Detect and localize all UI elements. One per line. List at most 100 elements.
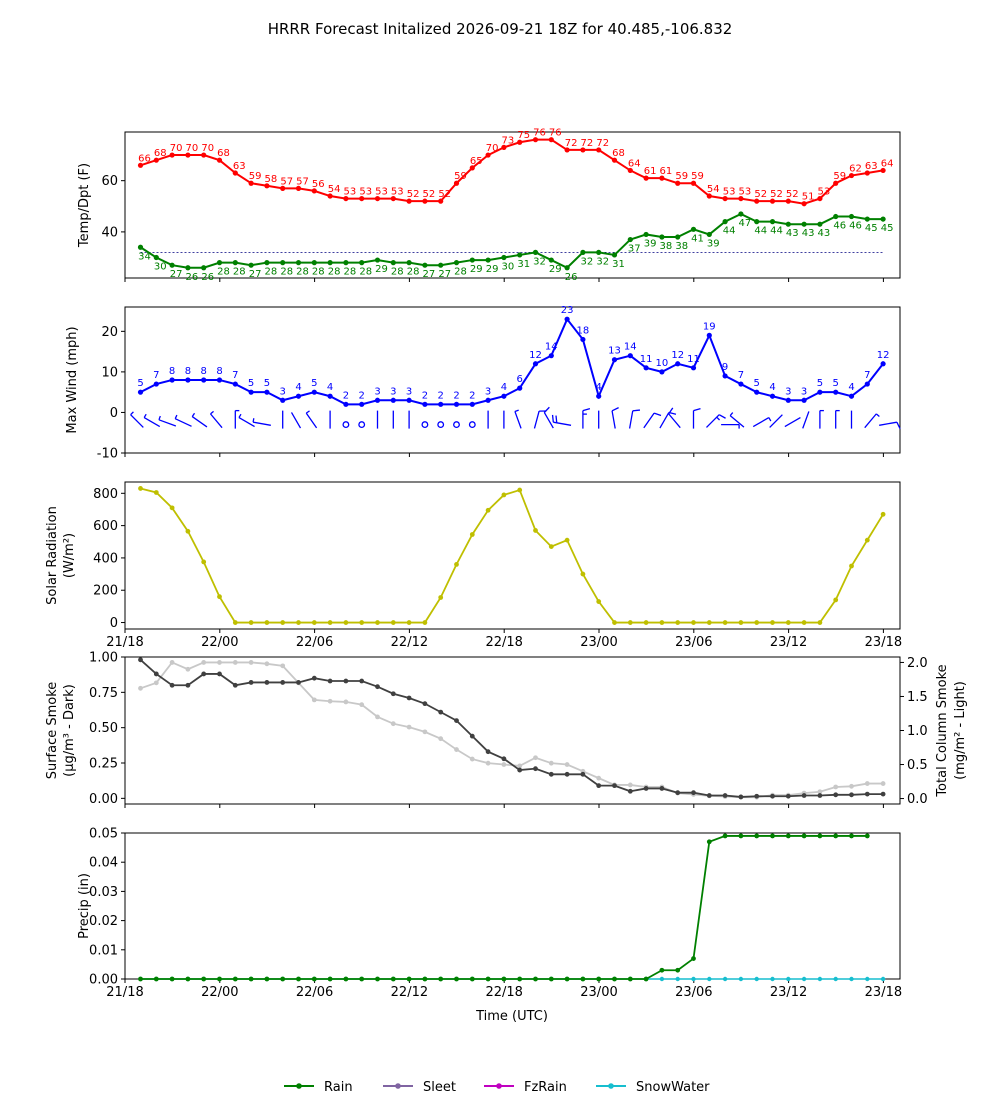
- wind-barb: [210, 413, 223, 429]
- x-tick-label: 23/18: [865, 985, 902, 1000]
- temperature-point: [359, 195, 365, 202]
- wind-speed-point: [564, 316, 570, 322]
- surface-smoke-point: [880, 791, 886, 797]
- wind-speed-data-label: 3: [785, 386, 791, 397]
- dewpoint-point: [390, 260, 396, 266]
- surface-smoke-point: [343, 678, 349, 684]
- y-tick-label: 0.04: [89, 856, 118, 871]
- solar-radiation-point: [422, 620, 428, 625]
- x-axis-label: Time (UTC): [475, 1009, 548, 1024]
- temperature-point: [295, 185, 302, 191]
- dewpoint-point: [374, 257, 381, 263]
- surface-smoke-point: [770, 793, 775, 799]
- wind-speed-point: [659, 369, 665, 375]
- wind-speed-data-label: 19: [703, 321, 716, 332]
- y-right-axis-label: Total Column Smoke: [935, 664, 950, 797]
- dewpoint-data-label: 34: [138, 251, 151, 262]
- wind-speed-point: [374, 397, 381, 403]
- temperature-point: [548, 137, 554, 143]
- wind-speed-data-label: 7: [738, 370, 744, 381]
- rain-point: [627, 976, 633, 982]
- wind-barb: [543, 412, 554, 429]
- surface-smoke-point: [548, 771, 554, 777]
- y-axis-label: Solar Radiation: [45, 506, 60, 605]
- dewpoint-point: [880, 216, 886, 222]
- wind-speed-point: [264, 389, 270, 395]
- temperature-data-label: 53: [723, 187, 736, 198]
- solar-radiation-point: [280, 620, 286, 625]
- dewpoint-data-label: 43: [802, 228, 815, 239]
- temperature-point: [880, 167, 886, 174]
- total-column-smoke-point: [201, 660, 207, 665]
- surface-smoke-point: [422, 701, 428, 707]
- dewpoint-data-label: 28: [328, 267, 341, 278]
- dewpoint-point: [453, 260, 460, 266]
- y-tick-label: 0.25: [89, 757, 118, 772]
- surface-smoke-point: [153, 671, 159, 677]
- surface-smoke-point: [390, 691, 396, 697]
- snowwater-point: [754, 976, 759, 982]
- dewpoint-data-label: 41: [691, 233, 704, 244]
- temperature-data-label: 61: [644, 166, 657, 177]
- solar-radiation-point: [533, 528, 538, 533]
- solar-radiation-point: [722, 620, 728, 625]
- wind-speed-point: [232, 381, 238, 387]
- rain-point: [454, 976, 459, 982]
- dewpoint-point: [690, 226, 697, 232]
- dewpoint-point: [643, 231, 649, 238]
- x-tick-label: 22/12: [391, 635, 428, 650]
- temperature-point: [738, 195, 744, 202]
- surface-smoke-point: [517, 767, 523, 773]
- x-tick-label: 23/00: [580, 985, 617, 1000]
- dewpoint-data-label: 27: [438, 269, 451, 280]
- temperature-data-label: 66: [138, 153, 151, 164]
- dewpoint-line: [139, 212, 884, 269]
- dewpoint-data-label: 46: [849, 221, 862, 232]
- solar-radiation-point: [375, 620, 380, 625]
- figure-title: HRRR Forecast Initalized 2026-09-21 18Z …: [268, 20, 733, 38]
- wind-speed-point: [390, 397, 396, 403]
- temperature-data-label: 73: [502, 135, 515, 146]
- solar-radiation-point: [169, 505, 175, 511]
- y-tick-label: 10: [101, 365, 118, 380]
- rain-point: [738, 833, 744, 839]
- dewpoint-data-label: 28: [407, 267, 420, 278]
- wind-barb: [643, 412, 655, 429]
- wind-barb: [769, 414, 783, 428]
- temperature-data-label: 59: [249, 171, 262, 182]
- dewpoint-data-label: 31: [612, 259, 625, 270]
- surface-smoke-point: [533, 766, 538, 772]
- y-tick-label: 0.03: [89, 885, 118, 900]
- rain-point: [548, 976, 554, 982]
- temperature-data-label: 53: [391, 187, 404, 198]
- legend-label: SnowWater: [636, 1080, 710, 1095]
- rain-point: [390, 976, 396, 982]
- wind-barb-calm: [342, 421, 350, 429]
- wind-speed-point: [453, 401, 460, 407]
- temperature-point: [517, 139, 523, 145]
- legend-swatch-marker: [296, 1083, 302, 1089]
- wind-barb: [668, 413, 681, 429]
- y-right-tick-label: 1.5: [907, 690, 928, 705]
- total-column-smoke-point: [627, 782, 633, 788]
- total-column-smoke-point: [390, 721, 396, 727]
- temperature-data-label: 70: [186, 143, 199, 154]
- temperature-data-label: 57: [280, 176, 293, 187]
- wind-speed-data-label: 4: [596, 382, 602, 393]
- dewpoint-data-label: 43: [818, 228, 831, 239]
- temperature-point: [485, 152, 491, 158]
- total-column-smoke-point: [469, 756, 475, 762]
- wind-speed-data-label: 12: [877, 350, 890, 361]
- x-tick-label: 22/12: [391, 985, 428, 1000]
- wind-speed-data-label: 23: [561, 305, 574, 316]
- wind-speed-data-label: 10: [656, 358, 669, 369]
- temperature-data-label: 72: [581, 138, 594, 149]
- solar-radiation-point: [264, 620, 270, 625]
- y-axis-units: (μg/m³ - Dark): [62, 684, 77, 777]
- legend-swatch-marker: [395, 1083, 401, 1089]
- dewpoint-data-label: 39: [644, 238, 657, 249]
- temperature-point: [564, 147, 570, 153]
- dewpoint-point: [438, 262, 444, 268]
- wind-speed-data-label: 2: [453, 390, 459, 401]
- total-column-smoke-point: [217, 660, 222, 665]
